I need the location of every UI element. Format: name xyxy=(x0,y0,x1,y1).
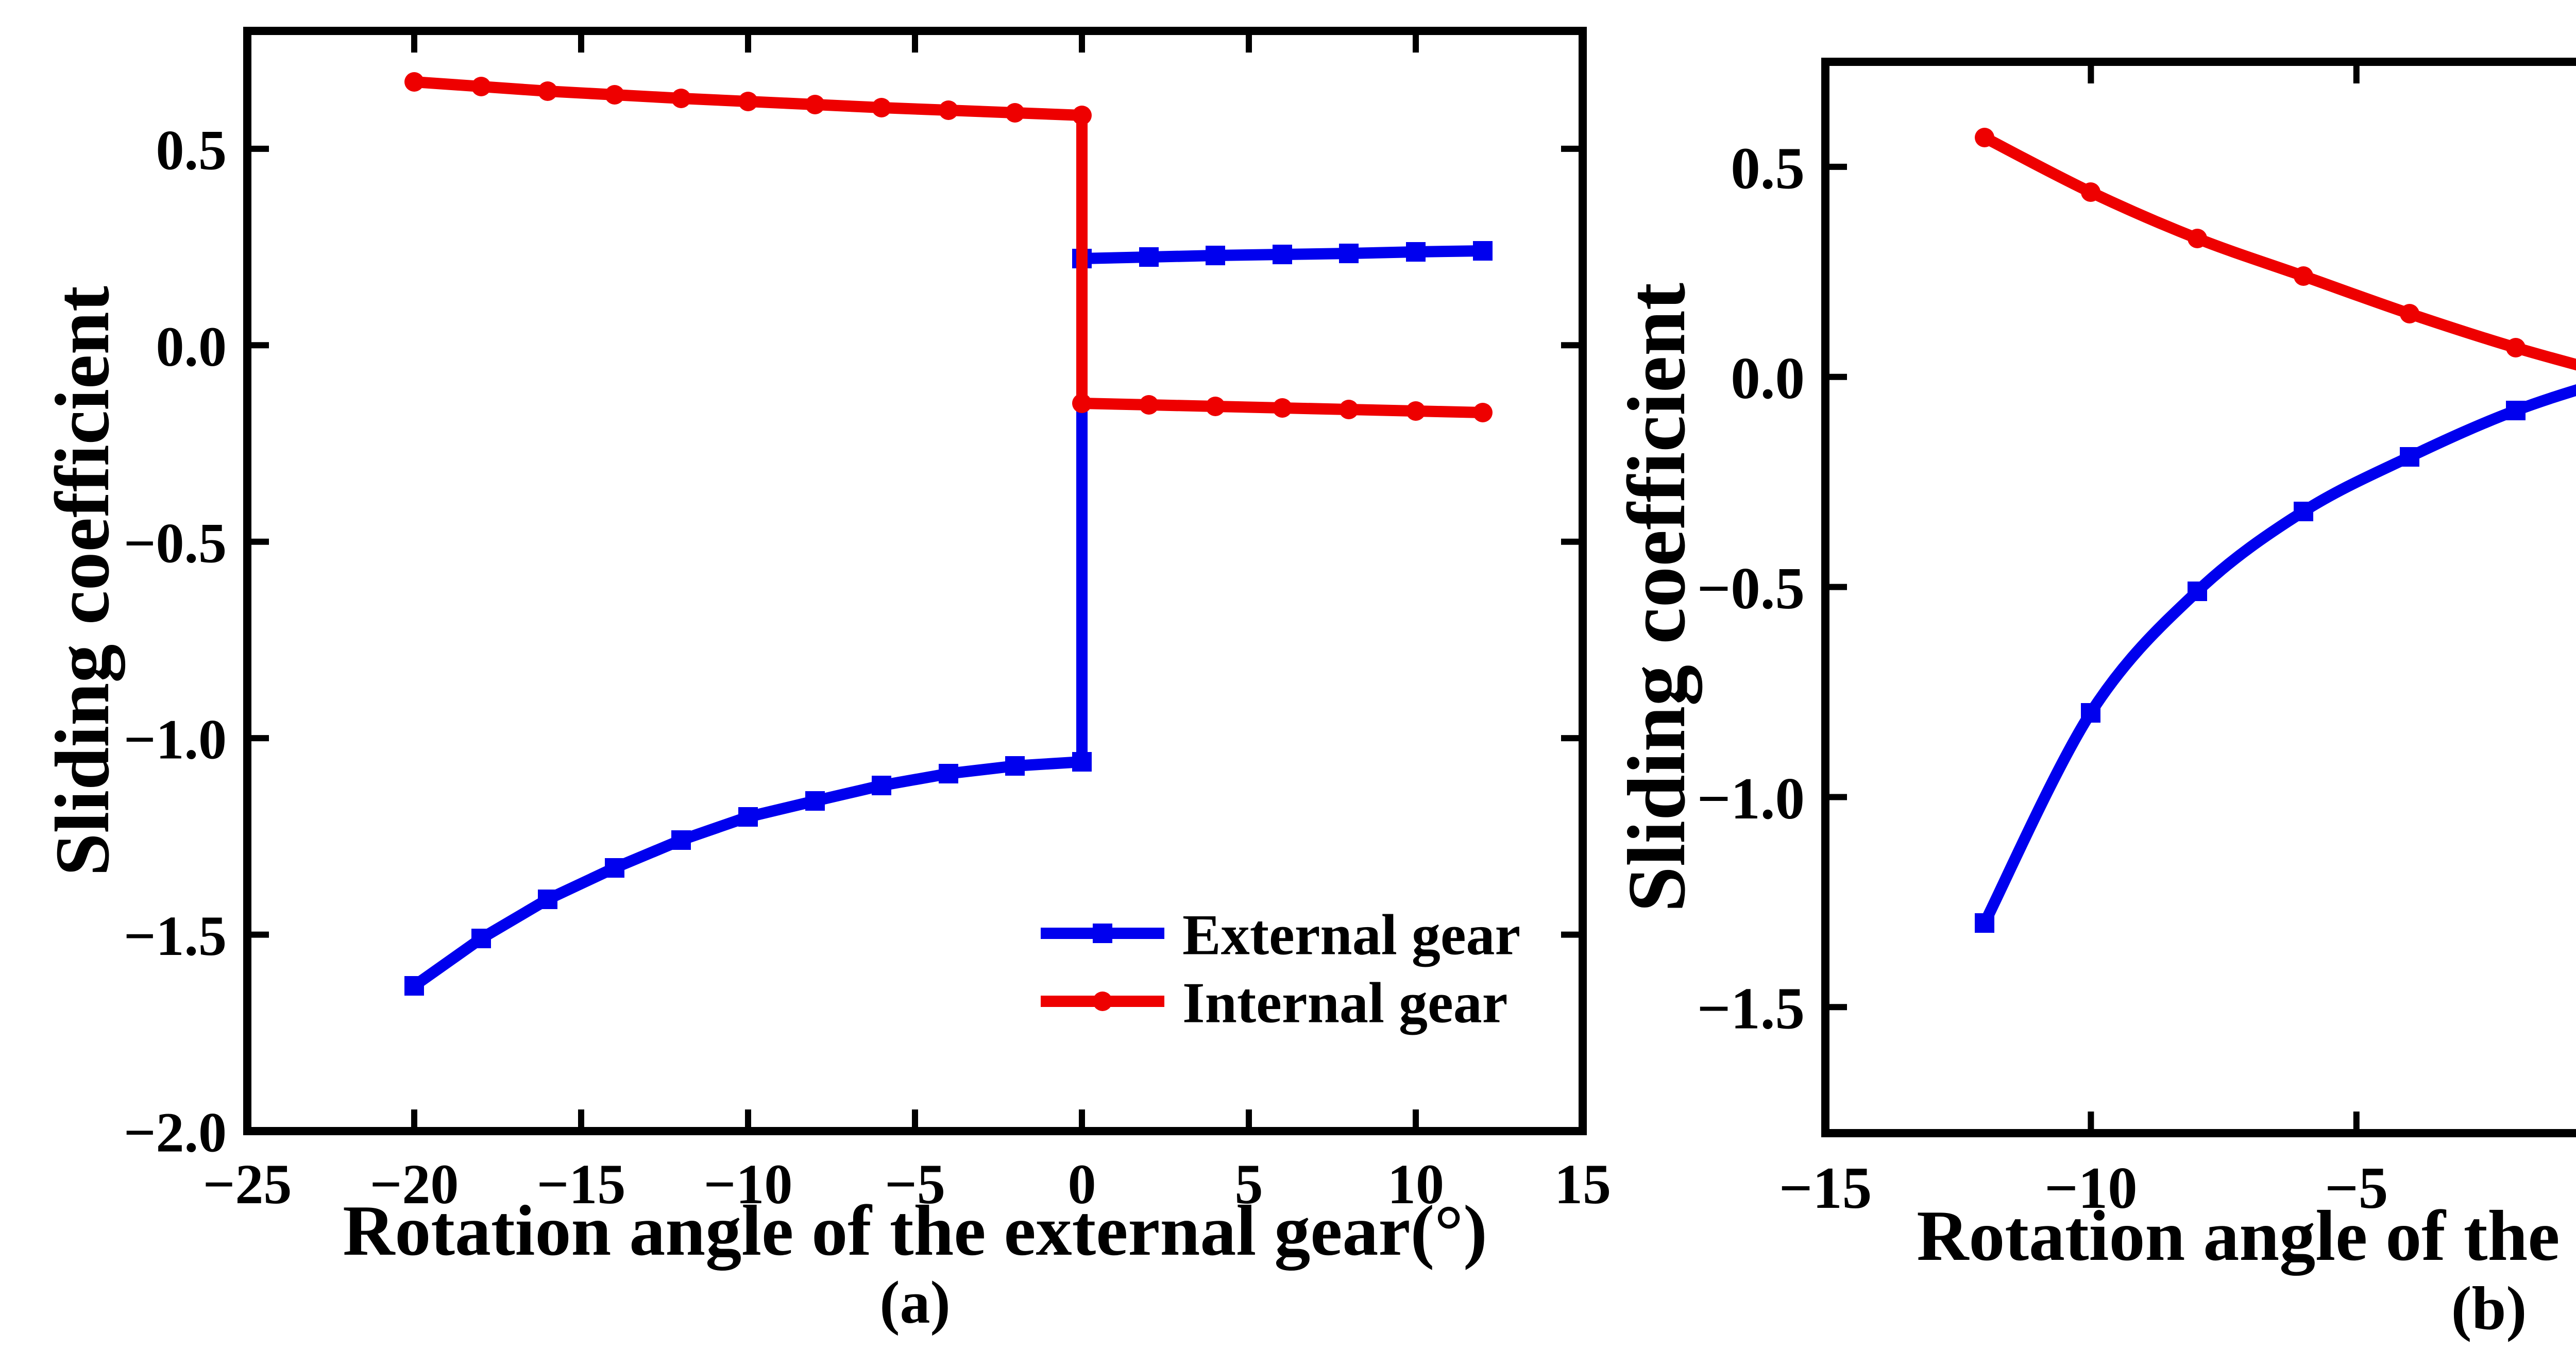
series-external-gear-marker xyxy=(1273,245,1292,264)
series-internal-gear-marker xyxy=(2400,304,2419,323)
x-tick-label: −10 xyxy=(2044,1155,2138,1221)
x-tick-label: −5 xyxy=(885,1153,945,1216)
y-tick-label: 0.5 xyxy=(156,118,227,181)
series-internal-gear-marker xyxy=(939,100,958,120)
series-external-gear-marker xyxy=(1206,246,1225,265)
series-internal-gear-marker xyxy=(1072,106,1092,125)
series-external-gear-marker xyxy=(872,776,891,795)
series-internal-gear-marker xyxy=(1273,398,1292,418)
series-external-gear-marker xyxy=(1339,244,1359,263)
series-internal-gear-marker xyxy=(404,72,424,92)
x-tick-label: 15 xyxy=(1554,1153,1611,1216)
y-tick-label: −1.5 xyxy=(124,904,227,967)
panel-b-y-axis-label: Sliding coefficient xyxy=(1611,282,1702,913)
x-tick-label: −15 xyxy=(537,1153,626,1216)
y-tick-label: −0.5 xyxy=(124,511,227,574)
series-internal-gear-marker xyxy=(1206,397,1225,416)
series-external-gear-line xyxy=(409,245,1488,992)
panel-a: −25 −20 −15 −10 −5 0 5 10 15 −2.0 −1.5 −1.0 −0.5 0.0 0… xyxy=(40,27,1611,1336)
legend-internal-gear-marker xyxy=(1093,992,1112,1011)
series-external-gear-marker xyxy=(2400,447,2419,467)
series-external-gear-marker xyxy=(1975,913,1994,933)
series-external-gear-marker xyxy=(471,929,491,948)
panel-b-caption: (b) xyxy=(2451,1274,2527,1342)
series-external-gear-line xyxy=(1979,384,2576,929)
series-internal-gear-marker xyxy=(1339,400,1359,419)
legend-external-gear-marker xyxy=(1093,924,1112,943)
series-internal-gear-line xyxy=(409,76,1488,418)
panel-a-plot-area: −25 −20 −15 −10 −5 0 5 10 15 −2.0 −1.5 −1.0 −0.5 0.0 0… xyxy=(124,27,1611,1216)
y-tick-label: 0.0 xyxy=(156,315,227,378)
x-tick-label: −25 xyxy=(203,1153,292,1216)
series-internal-gear-marker xyxy=(2506,338,2526,357)
series-internal-gear-marker xyxy=(1072,394,1092,413)
x-tick-label: 0 xyxy=(1068,1153,1096,1216)
legend-external-gear-label: External gear xyxy=(1182,903,1520,967)
series-external-gear-marker xyxy=(1005,756,1025,776)
series-external-gear-marker xyxy=(605,858,624,878)
series-external-gear-marker xyxy=(404,976,424,996)
series-internal-gear-marker xyxy=(1473,403,1493,422)
series-internal-gear-marker xyxy=(671,89,691,108)
series-internal-gear-marker xyxy=(1975,128,1994,147)
series-external-gear-marker xyxy=(1406,242,1426,262)
series-external-gear-marker xyxy=(2294,502,2313,521)
axes-frame xyxy=(1821,58,2576,1137)
x-tick-label: −15 xyxy=(1779,1155,1872,1221)
y-tick-label: −1.0 xyxy=(1697,766,1805,831)
y-tick-label: −1.5 xyxy=(1697,976,1805,1041)
series-internal-gear-marker xyxy=(1005,103,1025,123)
series-external-gear-marker xyxy=(2081,703,2100,723)
y-tick-label: −1.0 xyxy=(124,708,227,771)
series-internal-gear-marker xyxy=(1406,401,1426,421)
series-internal-gear-marker xyxy=(2188,229,2207,248)
y-tick-label: −0.5 xyxy=(1697,556,1805,621)
series-internal-gear-marker xyxy=(471,77,491,96)
series-internal-gear-marker xyxy=(872,98,891,117)
y-tick-label: −2.0 xyxy=(124,1101,227,1164)
axes-frame xyxy=(243,27,1587,1135)
series-internal-gear-marker xyxy=(2081,182,2100,202)
panel-a-x-axis-label: Rotation angle of the external gear(°) xyxy=(343,1191,1487,1271)
series-external-gear-marker xyxy=(2506,401,2526,420)
y-tick-label: 0.0 xyxy=(1731,346,1805,411)
series-internal-gear-marker xyxy=(805,95,825,114)
series-external-gear-marker xyxy=(738,807,758,827)
series-external-gear-marker xyxy=(2188,582,2207,601)
x-tick-label: −5 xyxy=(2325,1155,2388,1221)
x-tick-label: −10 xyxy=(704,1153,793,1216)
series-external-gear-marker xyxy=(939,764,958,783)
series-internal-gear-marker xyxy=(538,81,557,101)
legend-internal-gear-label: Internal gear xyxy=(1182,971,1507,1035)
panel-a-caption: (a) xyxy=(879,1269,951,1336)
series-external-gear-marker xyxy=(538,890,557,909)
y-tick-label: 0.5 xyxy=(1731,135,1805,201)
panel-a-y-axis-label: Sliding coefficient xyxy=(40,286,125,876)
x-tick-label: 5 xyxy=(1235,1153,1263,1216)
series-external-gear-marker xyxy=(671,830,691,850)
series-internal-gear-marker xyxy=(1139,395,1159,415)
series-external-gear-marker xyxy=(1473,241,1493,261)
series-external-gear-marker xyxy=(1072,752,1092,772)
panel-b-x-axis-label: Rotation angle of the external gear(°) xyxy=(1917,1196,2576,1276)
series-external-gear-marker xyxy=(805,791,825,811)
series-internal-gear-marker xyxy=(605,85,624,105)
x-tick-label: −20 xyxy=(370,1153,459,1216)
series-internal-gear-marker xyxy=(738,92,758,111)
series-external-gear-marker xyxy=(1139,247,1159,267)
x-tick-label: 10 xyxy=(1387,1153,1444,1216)
series-internal-gear-marker xyxy=(2294,266,2313,286)
